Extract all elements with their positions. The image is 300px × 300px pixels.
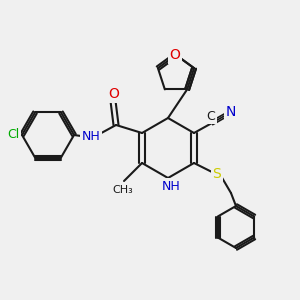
Text: O: O <box>109 87 119 101</box>
Text: N: N <box>226 105 236 119</box>
Text: CH₃: CH₃ <box>112 185 134 195</box>
Text: Cl: Cl <box>7 128 19 142</box>
Text: NH: NH <box>162 179 180 193</box>
Text: C: C <box>207 110 215 122</box>
Text: S: S <box>213 167 221 181</box>
Text: NH: NH <box>82 130 100 142</box>
Text: O: O <box>169 48 180 62</box>
